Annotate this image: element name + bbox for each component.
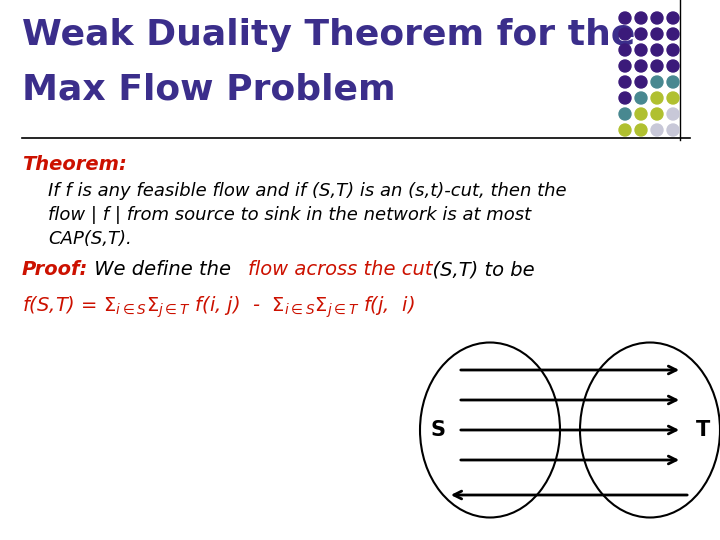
Circle shape bbox=[619, 44, 631, 56]
Circle shape bbox=[667, 44, 679, 56]
Circle shape bbox=[619, 108, 631, 120]
Circle shape bbox=[635, 76, 647, 88]
Circle shape bbox=[667, 76, 679, 88]
Circle shape bbox=[635, 124, 647, 136]
Circle shape bbox=[651, 108, 663, 120]
Circle shape bbox=[667, 92, 679, 104]
Circle shape bbox=[635, 28, 647, 40]
Circle shape bbox=[619, 92, 631, 104]
Circle shape bbox=[635, 44, 647, 56]
Circle shape bbox=[635, 12, 647, 24]
Circle shape bbox=[667, 124, 679, 136]
Text: flow | f | from source to sink in the network is at most: flow | f | from source to sink in the ne… bbox=[48, 206, 531, 224]
Circle shape bbox=[651, 92, 663, 104]
Circle shape bbox=[635, 60, 647, 72]
Circle shape bbox=[651, 28, 663, 40]
Circle shape bbox=[651, 60, 663, 72]
Circle shape bbox=[619, 12, 631, 24]
Circle shape bbox=[619, 28, 631, 40]
Text: Proof:: Proof: bbox=[22, 260, 89, 279]
Text: T: T bbox=[696, 420, 710, 440]
Circle shape bbox=[667, 12, 679, 24]
Circle shape bbox=[619, 76, 631, 88]
Circle shape bbox=[667, 60, 679, 72]
Text: Max Flow Problem: Max Flow Problem bbox=[22, 72, 395, 106]
Circle shape bbox=[635, 92, 647, 104]
Text: CAP(S,T).: CAP(S,T). bbox=[48, 230, 132, 248]
Text: We define the: We define the bbox=[88, 260, 238, 279]
Text: (S,T) to be: (S,T) to be bbox=[420, 260, 535, 279]
Circle shape bbox=[651, 12, 663, 24]
Text: S: S bbox=[431, 420, 446, 440]
Text: Weak Duality Theorem for the: Weak Duality Theorem for the bbox=[22, 18, 635, 52]
Text: Theorem:: Theorem: bbox=[22, 155, 127, 174]
Circle shape bbox=[651, 76, 663, 88]
Text: flow across the cut: flow across the cut bbox=[248, 260, 433, 279]
Circle shape bbox=[667, 108, 679, 120]
Circle shape bbox=[651, 124, 663, 136]
Circle shape bbox=[619, 124, 631, 136]
Text: If f is any feasible flow and if (S,T) is an (s,t)-cut, then the: If f is any feasible flow and if (S,T) i… bbox=[48, 182, 567, 200]
Circle shape bbox=[667, 28, 679, 40]
Circle shape bbox=[651, 44, 663, 56]
Circle shape bbox=[619, 60, 631, 72]
Circle shape bbox=[635, 108, 647, 120]
Text: f(S,T) = $\Sigma_{i\in S}\Sigma_{j\in T}$ f(i, j)  -  $\Sigma_{i\in S}\Sigma_{j\: f(S,T) = $\Sigma_{i\in S}\Sigma_{j\in T}… bbox=[22, 295, 415, 321]
